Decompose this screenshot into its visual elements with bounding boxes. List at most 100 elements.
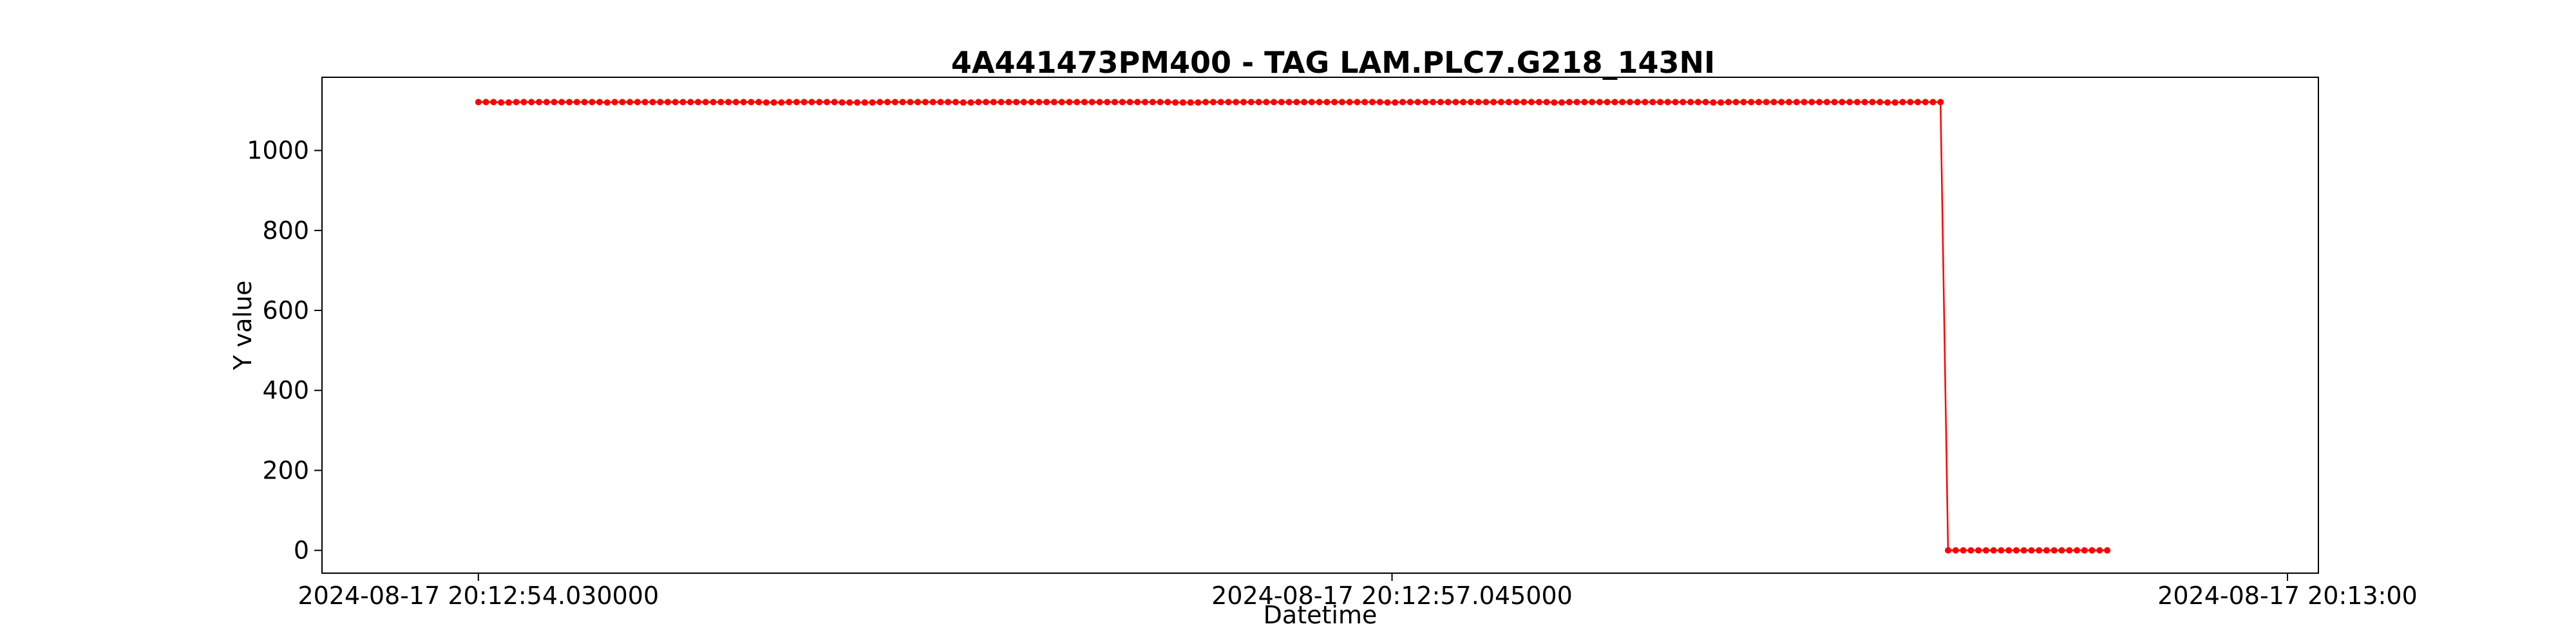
data-point <box>1142 99 1149 106</box>
data-point <box>1247 99 1255 106</box>
data-point <box>1710 99 1717 106</box>
data-point <box>884 99 891 106</box>
data-point <box>1316 99 1323 106</box>
data-point <box>1104 99 1111 106</box>
data-point <box>1642 99 1649 106</box>
data-point <box>2020 547 2027 554</box>
data-point <box>891 99 898 106</box>
data-point <box>1308 99 1315 106</box>
data-point <box>1748 99 1755 106</box>
chart-title: 4A441473PM400 - TAG LAM.PLC7.G218_143NI <box>951 45 1715 80</box>
data-point <box>1634 99 1641 106</box>
data-point <box>876 99 884 106</box>
data-point <box>2073 547 2080 554</box>
data-point <box>1111 99 1118 106</box>
data-point <box>990 99 997 106</box>
data-point <box>717 99 724 106</box>
data-point <box>1816 99 1823 106</box>
data-point <box>929 99 936 106</box>
data-point <box>1543 99 1550 106</box>
data-point <box>1505 99 1512 106</box>
data-point <box>786 99 793 106</box>
data-point <box>816 99 823 106</box>
data-point <box>914 99 922 106</box>
data-point <box>710 99 717 106</box>
data-point <box>1929 99 1937 106</box>
data-point <box>1778 99 1785 106</box>
data-point <box>581 99 588 106</box>
data-point <box>1937 99 1944 106</box>
data-point <box>1172 99 1179 106</box>
data-point <box>475 99 482 106</box>
data-point <box>1770 99 1777 106</box>
data-point <box>1839 99 1846 106</box>
data-point <box>831 99 838 106</box>
data-point <box>1785 99 1792 106</box>
data-point <box>627 99 634 106</box>
data-point <box>1331 99 1338 106</box>
data-point <box>1528 99 1535 106</box>
data-point <box>793 99 800 106</box>
data-point <box>838 99 846 106</box>
data-point <box>2058 547 2065 554</box>
data-point <box>748 99 755 106</box>
y-tick-label: 400 <box>262 376 309 404</box>
data-point <box>869 99 876 106</box>
data-point <box>854 99 860 106</box>
data-point <box>2066 547 2073 554</box>
data-point <box>725 99 732 106</box>
data-point <box>1240 99 1247 106</box>
data-point <box>1801 99 1808 106</box>
data-point <box>1551 99 1558 106</box>
data-point <box>1763 99 1770 106</box>
data-point <box>1376 99 1383 106</box>
data-point <box>1096 99 1103 106</box>
data-point <box>1520 99 1528 106</box>
data-point <box>1975 547 1982 554</box>
data-point <box>1687 99 1694 106</box>
data-point <box>535 99 542 106</box>
data-point <box>1891 99 1899 106</box>
data-point <box>1604 99 1611 106</box>
data-point <box>1134 99 1141 106</box>
data-point <box>2081 547 2088 554</box>
data-point <box>641 99 649 106</box>
data-point <box>1368 99 1376 106</box>
data-point <box>1217 99 1224 106</box>
data-point <box>1195 99 1202 106</box>
data-point <box>922 99 929 106</box>
data-point <box>2012 547 2020 554</box>
data-point <box>1225 99 1232 106</box>
data-point <box>1149 99 1156 106</box>
data-point <box>823 99 830 106</box>
x-tick-label: 2024-08-17 20:12:57.045000 <box>1211 582 1573 610</box>
data-point <box>967 99 974 106</box>
data-point <box>1005 99 1012 106</box>
data-point <box>1861 99 1868 106</box>
data-point <box>596 99 603 106</box>
data-point <box>505 99 512 106</box>
data-point <box>998 99 1005 106</box>
data-point <box>1490 99 1497 106</box>
data-point <box>1293 99 1300 106</box>
data-point <box>1982 547 1989 554</box>
data-point <box>846 99 853 106</box>
data-point <box>1430 99 1437 106</box>
data-point <box>1460 99 1467 106</box>
series-line <box>478 101 2108 551</box>
data-point <box>1626 99 1633 106</box>
data-point <box>1179 99 1186 106</box>
data-point <box>1656 99 1663 106</box>
data-point <box>1998 547 2005 554</box>
data-point <box>1202 99 1209 106</box>
data-point <box>1414 99 1421 106</box>
data-point <box>1581 99 1588 106</box>
data-point <box>679 99 687 106</box>
data-point <box>755 99 762 106</box>
data-point <box>1361 99 1368 106</box>
data-point <box>1271 99 1278 106</box>
data-point <box>1793 99 1800 106</box>
data-point <box>573 99 580 106</box>
data-point <box>619 99 626 106</box>
